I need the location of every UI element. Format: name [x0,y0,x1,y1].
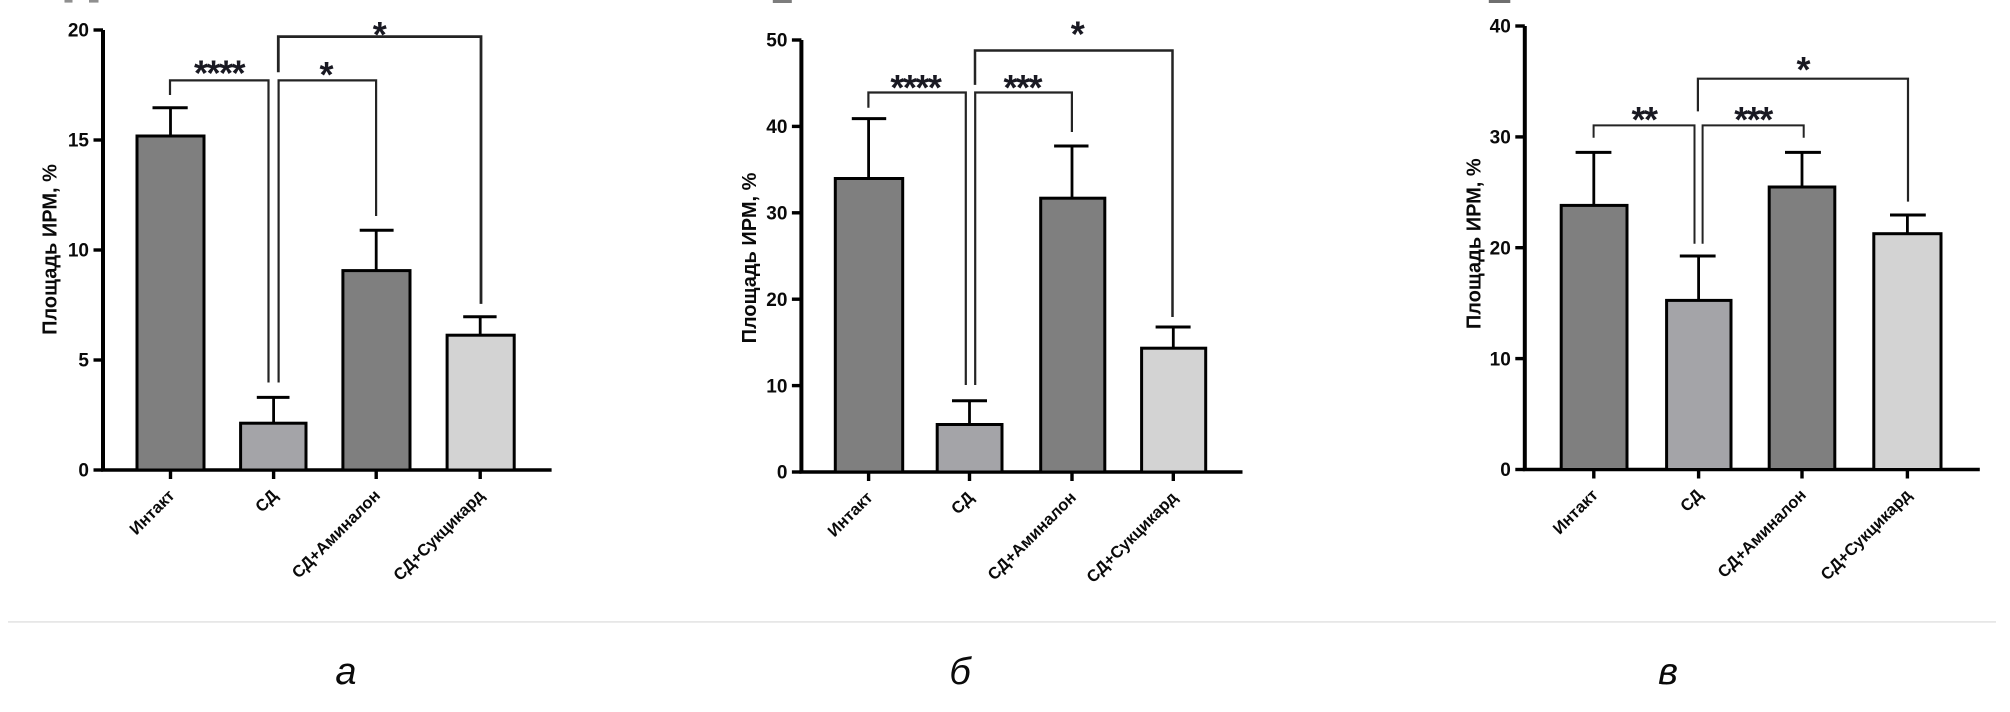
svg-text:40: 40 [766,117,787,138]
svg-text:***: *** [1004,67,1043,108]
svg-text:*: * [319,54,333,95]
svg-text:**: ** [1631,99,1658,140]
svg-text:30: 30 [1490,128,1511,149]
svg-text:0: 0 [1500,460,1511,481]
svg-text:0: 0 [777,463,788,484]
svg-text:0: 0 [78,461,89,482]
svg-text:Площадь ИРМ, %: Площадь ИРМ, % [739,172,761,343]
svg-text:****: **** [194,53,246,94]
svg-text:Площадь ИРМ, %: Площадь ИРМ, % [40,164,62,335]
svg-text:20: 20 [1490,238,1511,259]
svg-text:10: 10 [68,241,89,262]
svg-text:Площадь ИРМ, %: Площадь ИРМ, % [1464,158,1486,329]
svg-text:10: 10 [766,376,787,397]
svg-text:***: *** [1734,99,1773,140]
svg-text:а: а [335,651,356,693]
svg-text:10: 10 [1490,349,1511,370]
svg-text:в: в [1658,651,1678,693]
svg-text:*: * [1797,49,1811,90]
svg-text:50: 50 [766,31,787,52]
svg-text:5: 5 [78,351,89,372]
svg-text:б: б [949,651,972,693]
svg-text:20: 20 [68,21,89,42]
svg-text:****: **** [890,67,942,108]
svg-text:30: 30 [766,204,787,225]
svg-text:15: 15 [68,131,90,152]
svg-text:*: * [373,14,387,55]
svg-text:*: * [1071,13,1085,54]
svg-text:40: 40 [1490,17,1511,38]
svg-text:20: 20 [766,290,787,311]
